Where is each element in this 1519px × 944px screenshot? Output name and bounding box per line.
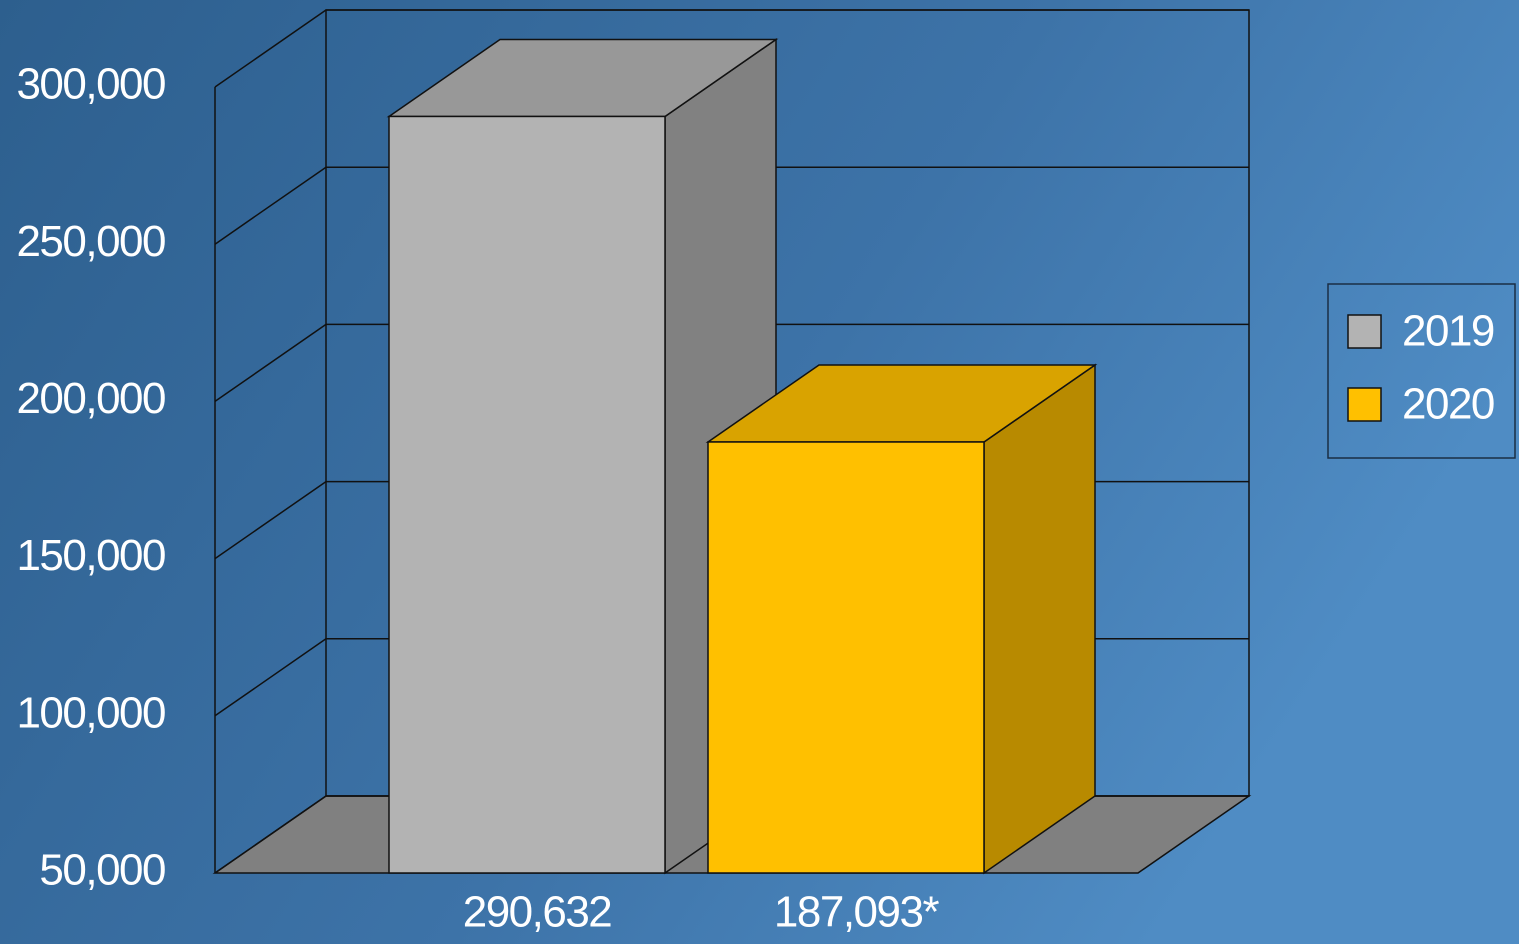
y-tick-label: 150,000: [16, 531, 165, 580]
y-tick-label: 250,000: [16, 217, 165, 266]
value-label: 187,093*: [774, 888, 940, 937]
value-label: 290,632: [463, 888, 612, 937]
page: {"chart_data": {"type": "bar3d", "catego…: [0, 0, 1519, 944]
y-tick-label: 300,000: [16, 60, 165, 109]
bar: [708, 442, 984, 873]
bar-side: [984, 365, 1095, 873]
y-tick-label: 50,000: [39, 846, 165, 895]
bar: [389, 116, 665, 873]
legend-swatch: [1348, 388, 1381, 421]
y-tick-label: 200,000: [16, 374, 165, 423]
legend-label: 2019: [1402, 307, 1494, 356]
legend-label: 2020: [1402, 380, 1494, 429]
y-tick-label: 100,000: [16, 688, 165, 737]
chart: 50,000 100,000 150,000 200,000 250,000 300,00…: [0, 0, 1519, 944]
legend-swatch: [1348, 315, 1381, 348]
